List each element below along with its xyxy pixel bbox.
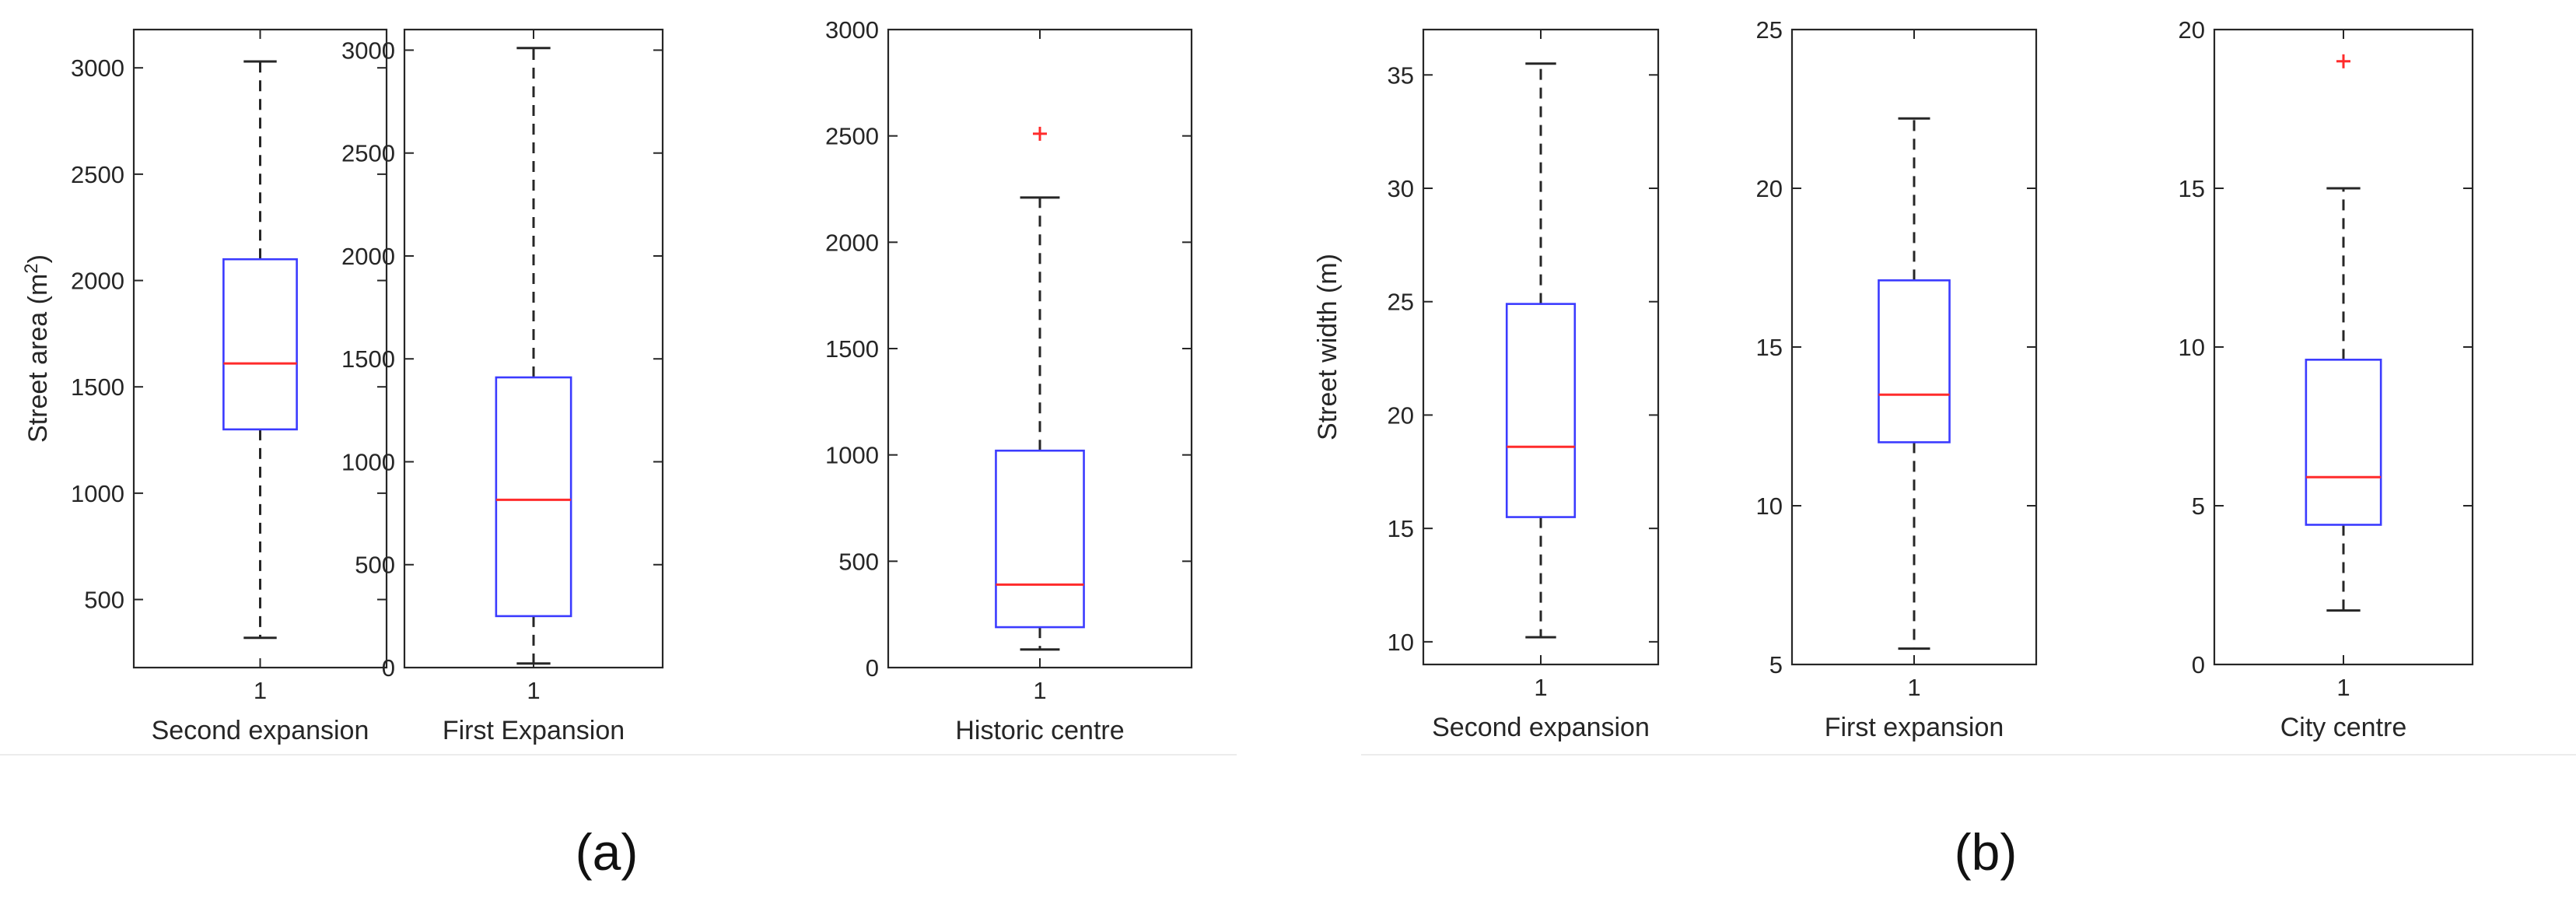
x-tick-label: 1 [527,677,540,704]
y-tick-label: 500 [84,587,124,614]
x-axis-label: Second expansion [1432,713,1650,742]
y-tick-label: 5 [2192,493,2205,520]
x-tick-label: 1 [1907,674,1920,701]
x-axis-label: First expansion [1825,713,2004,742]
y-tick-label: 25 [1756,16,1783,44]
axes-frame [1422,28,1660,666]
x-axis-label: Second expansion [152,716,369,745]
y-tick-label: 25 [1388,289,1414,316]
iqr-box [2305,359,2382,526]
boxplot-panel-3: 0 500 1000 1500 2000 2500 3000 1 Historic centre [825,16,1193,745]
y-tick-label: 10 [1756,493,1783,520]
y-tick-label: 500 [838,548,879,575]
iqr-box [222,258,298,431]
y-axis-label: Street area (m2) [21,254,53,443]
y-tick-label: 2000 [341,243,395,270]
x-axis-label: City centre [2280,713,2407,742]
y-axis-label-superscript: 2 [21,263,42,273]
y-tick-label: 0 [2192,651,2205,678]
y-axis-label-text: Street width (m) [1313,254,1342,440]
y-tick-label: 5 [1769,651,1783,678]
x-tick-label: 1 [254,677,267,704]
iqr-box [995,449,1085,629]
y-tick-label: 2500 [71,161,124,188]
y-tick-label: 3000 [71,54,124,82]
iqr-box [495,376,572,618]
y-tick-label: 20 [1388,401,1414,429]
y-tick-label: 3000 [341,37,395,64]
axes-frame [2213,28,2474,666]
panel-label-b: (b) [1955,823,2018,881]
x-axis-label: First Expansion [443,716,625,745]
iqr-box [1505,303,1577,518]
y-tick-label: 15 [1388,515,1414,542]
y-tick-label: 15 [1756,334,1783,361]
y-tick-label: 2500 [825,123,879,150]
y-axis-label-text: Street area (m [23,274,53,443]
y-tick-label: 30 [1388,175,1414,202]
y-tick-label: 20 [2179,16,2205,44]
y-tick-label: 0 [866,654,879,682]
boxplot-panel-5: 5 10 15 20 25 1 First expansion [1756,16,2038,742]
outlier-marker [1033,126,1047,141]
boxplot-panel-1: 500 1000 1500 2000 2500 3000 1 Second expansion… [21,28,388,745]
y-axis-label-close: ) [23,254,53,263]
y-tick-label: 0 [382,654,395,682]
y-tick-label: 1500 [341,345,395,373]
y-tick-label: 1000 [341,448,395,475]
y-tick-label: 2500 [341,140,395,167]
y-tick-label: 20 [1756,175,1783,202]
y-tick-label: 15 [2179,175,2205,202]
y-tick-label: 1500 [825,335,879,363]
y-tick-label: 1000 [825,442,879,469]
outlier-marker [2336,54,2350,68]
y-tick-label: 35 [1388,61,1414,89]
x-tick-label: 1 [2336,674,2350,701]
y-tick-label: 1000 [71,480,124,507]
x-axis-label: Historic centre [955,716,1124,745]
x-tick-label: 1 [1534,674,1547,701]
boxplot-panel-2: 0 500 1000 1500 2000 2500 3000 1 First Expansion [341,28,664,745]
y-tick-label: 1500 [71,373,124,401]
y-tick-label: 3000 [825,16,879,44]
iqr-box [1878,279,1951,443]
boxplot-panel-4: 10 15 20 25 30 35 1 Second expansion Street widt… [1313,28,1660,742]
panel-label-a: (a) [576,823,639,881]
y-tick-label: 500 [355,552,395,579]
y-tick-label: 2000 [825,229,879,256]
y-axis-label: Street width (m) [1313,254,1342,440]
x-tick-label: 1 [1033,677,1046,704]
y-tick-label: 10 [2179,334,2205,361]
boxplot-panel-6: 0 5 10 15 20 1 City centre [2179,16,2474,742]
y-tick-label: 2000 [71,268,124,295]
y-tick-label: 10 [1388,629,1414,656]
